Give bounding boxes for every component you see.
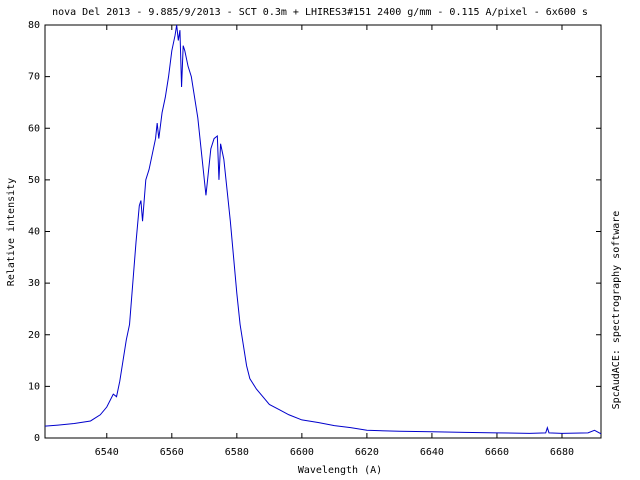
- x-tick-label: 6620: [355, 447, 379, 458]
- y-tick-label: 30: [28, 278, 40, 289]
- x-tick-label: 6540: [95, 447, 119, 458]
- y-tick-label: 70: [28, 72, 40, 83]
- y-tick-label: 80: [28, 20, 40, 31]
- y-axis-label: Relative intensity: [6, 178, 17, 286]
- spectrum-line: [44, 24, 602, 435]
- x-tick-label: 6680: [550, 447, 574, 458]
- y-tick-label: 60: [28, 123, 40, 134]
- y-tick-label: 40: [28, 227, 40, 238]
- y-tick-label: 0: [34, 433, 40, 444]
- x-tick-label: 6660: [485, 447, 509, 458]
- y-tick-label: 50: [28, 175, 40, 186]
- y-tick-label: 10: [28, 381, 40, 392]
- x-tick-label: 6600: [290, 447, 314, 458]
- x-tick-label: 6640: [420, 447, 444, 458]
- x-axis-label: Wavelength (A): [298, 465, 382, 476]
- side-note: SpcAudACE: spectrography software: [611, 211, 622, 410]
- x-tick-label: 6560: [160, 447, 184, 458]
- x-tick-label: 6580: [225, 447, 249, 458]
- y-tick-label: 20: [28, 330, 40, 341]
- chart-title: nova Del 2013 - 9.885/9/2013 - SCT 0.3m …: [52, 7, 588, 18]
